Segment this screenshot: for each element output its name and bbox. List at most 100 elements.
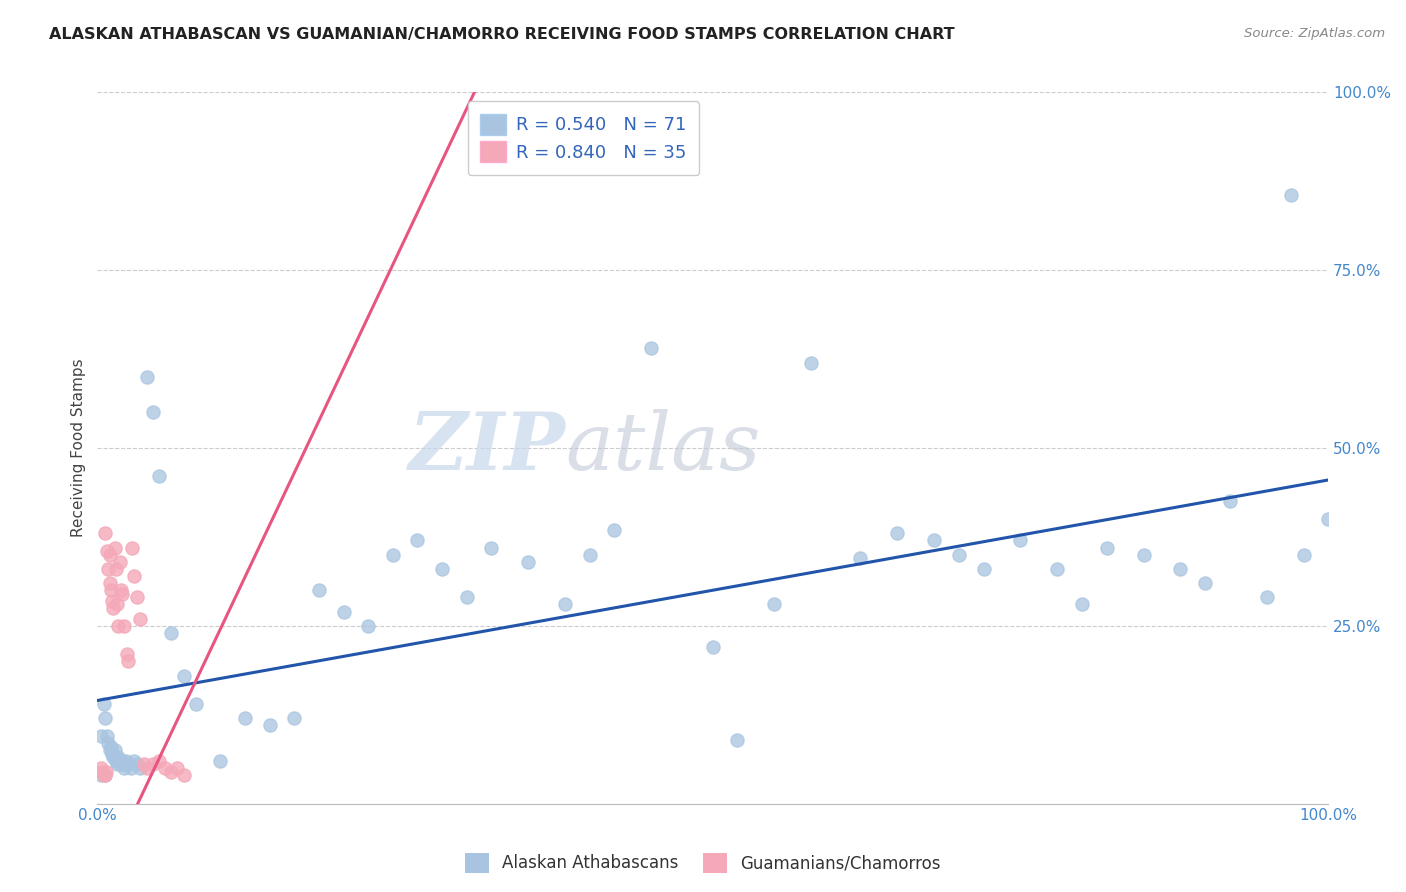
Text: ZIP: ZIP (408, 409, 565, 487)
Point (849, 551, 872, 566)
Point (479, 541, 502, 555)
Point (100, 583, 122, 598)
Point (125, 591, 148, 605)
Point (148, 754, 170, 768)
Point (103, 601, 125, 615)
Point (98, 576, 121, 591)
Point (886, 526, 908, 541)
Point (93, 768, 115, 782)
Point (96, 544, 118, 558)
Point (160, 764, 183, 779)
Point (120, 761, 142, 775)
Point (332, 605, 354, 619)
Point (124, 569, 146, 583)
Point (115, 757, 138, 772)
Point (121, 541, 143, 555)
Point (1317, 512, 1340, 526)
Point (97, 736, 120, 750)
Point (112, 761, 135, 775)
Point (111, 754, 134, 768)
Point (233, 711, 256, 725)
Legend: R = 0.540   N = 71, R = 0.840   N = 35: R = 0.540 N = 71, R = 0.840 N = 35 (468, 102, 699, 175)
Point (93, 526, 115, 541)
Point (124, 754, 146, 768)
Point (153, 761, 176, 775)
Point (173, 668, 195, 682)
Point (135, 369, 157, 384)
Point (1170, 562, 1192, 576)
Point (1010, 533, 1032, 548)
Point (117, 757, 139, 772)
Point (308, 583, 330, 598)
Point (283, 711, 305, 725)
Point (166, 761, 188, 775)
Point (142, 405, 165, 419)
Text: ALASKAN ATHABASCAN VS GUAMANIAN/CHAMORRO RECEIVING FOOD STAMPS CORRELATION CHART: ALASKAN ATHABASCAN VS GUAMANIAN/CHAMORRO… (49, 27, 955, 42)
Point (93, 711, 115, 725)
Point (135, 761, 157, 775)
Point (973, 562, 995, 576)
Point (108, 555, 131, 569)
Point (184, 697, 207, 711)
Point (578, 548, 600, 562)
Point (98, 548, 121, 562)
Point (112, 619, 135, 633)
Point (381, 548, 404, 562)
Point (702, 640, 724, 654)
Point (101, 594, 124, 608)
Point (111, 587, 134, 601)
Point (103, 541, 125, 555)
Point (1256, 591, 1278, 605)
Point (110, 757, 132, 772)
Legend: Alaskan Athabascans, Guamanians/Chamorros: Alaskan Athabascans, Guamanians/Chamorro… (458, 847, 948, 880)
Point (922, 533, 945, 548)
Point (101, 747, 124, 761)
Point (1046, 562, 1069, 576)
Point (800, 356, 823, 370)
Point (100, 739, 122, 754)
Point (1219, 494, 1241, 508)
Point (90, 729, 112, 743)
Point (603, 523, 626, 537)
Point (640, 342, 662, 356)
Text: Source: ZipAtlas.com: Source: ZipAtlas.com (1244, 27, 1385, 40)
Point (104, 754, 127, 768)
Point (108, 754, 131, 768)
Point (1292, 548, 1315, 562)
Point (209, 754, 232, 768)
Point (90, 768, 112, 782)
Point (96, 729, 118, 743)
Point (763, 598, 786, 612)
Point (1279, 188, 1302, 202)
Point (107, 750, 129, 764)
Point (94, 764, 117, 779)
Point (173, 768, 195, 782)
Point (97, 562, 120, 576)
Point (142, 757, 165, 772)
Point (129, 612, 152, 626)
Point (134, 757, 156, 772)
Text: atlas: atlas (565, 409, 761, 487)
Point (114, 754, 136, 768)
Point (1132, 548, 1154, 562)
Point (148, 469, 170, 483)
Point (110, 583, 132, 598)
Point (112, 757, 135, 772)
Y-axis label: Receiving Food Stamps: Receiving Food Stamps (72, 359, 86, 537)
Point (115, 647, 138, 661)
Point (107, 619, 129, 633)
Point (103, 750, 125, 764)
Point (93, 768, 115, 782)
Point (117, 654, 139, 668)
Point (1194, 576, 1216, 591)
Point (104, 562, 127, 576)
Point (948, 548, 970, 562)
Point (93, 697, 115, 711)
Point (125, 757, 148, 772)
Point (129, 761, 152, 775)
Point (406, 533, 429, 548)
Point (1071, 598, 1094, 612)
Point (90, 761, 112, 775)
Point (456, 591, 478, 605)
Point (725, 732, 748, 747)
